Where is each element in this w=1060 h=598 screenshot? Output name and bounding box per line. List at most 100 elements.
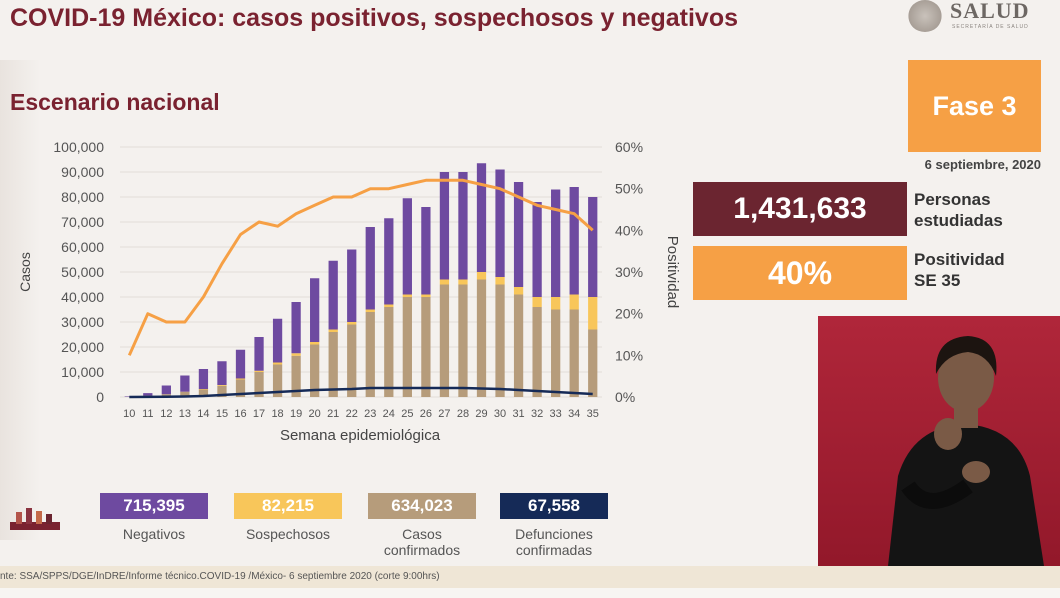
- bar-sospechosos: [254, 370, 264, 372]
- bar-sospechosos: [365, 309, 375, 312]
- bar-casos-confirmados: [254, 372, 264, 397]
- salud-logo: SALUD SECRETARÍA DE SALUD: [906, 0, 1056, 36]
- bar-negativos: [458, 172, 468, 280]
- positivity-label-2: SE 35: [914, 271, 961, 290]
- y2-tick-label: 10%: [615, 347, 643, 363]
- x-tick-label: 28: [457, 408, 469, 420]
- report-date: 6 septiembre, 2020: [924, 157, 1041, 172]
- line-positividad: [127, 178, 594, 356]
- bar-casos-confirmados: [235, 379, 246, 397]
- bar-casos-confirmados: [569, 309, 579, 397]
- y-tick-label: 40,000: [61, 289, 104, 305]
- bar-sospechosos: [402, 294, 412, 297]
- y-tick-label: 0: [96, 389, 104, 405]
- bar-negativos: [365, 227, 375, 310]
- lines: [127, 178, 594, 399]
- y-tick-label: 70,000: [61, 214, 104, 230]
- y-tick-label: 50,000: [61, 264, 104, 280]
- x-tick-label: 11: [142, 408, 153, 420]
- bar-sospechosos: [588, 297, 598, 330]
- source-footer: nte: SSA/SPPS/DGE/InDRE/Informe técnico.…: [0, 566, 1060, 588]
- bar-negativos: [272, 318, 283, 363]
- positivity-value: 40%: [693, 246, 907, 300]
- bar-negativos: [328, 260, 338, 330]
- x-tick-label: 34: [568, 408, 580, 420]
- y-tick-label: 100,000: [53, 139, 104, 155]
- bar-casos-confirmados: [513, 294, 524, 397]
- bar-negativos: [198, 369, 209, 389]
- y-tick-label: 90,000: [61, 164, 104, 180]
- y2-tick-label: 0%: [615, 389, 635, 405]
- bar-negativos: [180, 375, 190, 392]
- legend-label-confirmados-1: Casos: [402, 526, 442, 542]
- seal-icon: [908, 0, 942, 32]
- bar-sospechosos: [384, 304, 394, 307]
- bar-sospechosos: [310, 342, 320, 345]
- x-tick-label: 33: [550, 408, 562, 420]
- legend-label-sospechosos: Sospechosos: [228, 526, 348, 542]
- bar-negativos: [476, 163, 487, 272]
- sign-language-interpreter-video: [818, 316, 1060, 566]
- legend-label-sospechosos-1: Sospechosos: [245, 526, 331, 542]
- bar-negativos: [551, 189, 561, 297]
- bar-casos-confirmados: [272, 364, 283, 397]
- line-defunciones: [129, 386, 593, 399]
- bar-casos-confirmados: [180, 392, 190, 397]
- bar-sospechosos: [569, 294, 579, 310]
- x-tick-label: 20: [309, 408, 321, 420]
- y2-tick-label: 50%: [615, 181, 643, 197]
- x-tick-label: 15: [216, 408, 228, 420]
- bar-casos-confirmados: [217, 385, 227, 397]
- bar-casos-confirmados: [495, 284, 505, 397]
- bar-negativos: [347, 249, 357, 322]
- bar-casos-confirmados: [421, 297, 431, 397]
- positivity-label: Positividad SE 35: [914, 249, 1005, 291]
- bar-sospechosos: [328, 329, 338, 332]
- x-tick-label: 27: [438, 408, 450, 420]
- x-tick-label: 25: [401, 408, 413, 420]
- legend-label-defunciones-1: Defunciones: [515, 526, 593, 542]
- bar-negativos: [402, 198, 412, 295]
- bar-casos-confirmados: [551, 309, 561, 397]
- bar-negativos: [495, 169, 505, 277]
- bar-sospechosos: [217, 385, 227, 386]
- y-axis-ticks: 0 10,000 20,000 30,000 40,000 50,000 60,000 70,…: [53, 139, 104, 405]
- bar-negativos: [384, 218, 394, 305]
- y-tick-label: 30,000: [61, 314, 104, 330]
- bar-sospechosos: [291, 353, 301, 356]
- bar-negativos: [254, 337, 264, 371]
- bar-negativos: [421, 207, 431, 295]
- bar-negativos: [310, 278, 320, 342]
- bar-sospechosos: [272, 362, 283, 365]
- background-pattern: [0, 60, 40, 540]
- bar-casos-confirmados: [347, 324, 357, 397]
- legend-value-negativos: 715,395: [100, 493, 208, 519]
- y-tick-label: 20,000: [61, 339, 104, 355]
- bar-casos-confirmados: [198, 389, 209, 397]
- legend-label-confirmados: Casos confirmados: [362, 526, 482, 558]
- bar-sospechosos: [198, 389, 209, 390]
- legend-value-defunciones: 67,558: [500, 493, 608, 519]
- bar-sospechosos: [513, 287, 524, 295]
- x-tick-label: 19: [290, 408, 302, 420]
- page-title: COVID-19 México: casos positivos, sospec…: [10, 4, 739, 32]
- people-studied-value: 1,431,633: [693, 182, 907, 236]
- x-tick-label: 26: [420, 408, 432, 420]
- bar-sospechosos: [476, 272, 487, 280]
- x-tick-label: 29: [475, 408, 487, 420]
- x-tick-label: 16: [234, 408, 246, 420]
- x-tick-label: 35: [587, 408, 599, 420]
- bar-casos-confirmados: [291, 355, 301, 397]
- y2-axis-label: Positividad: [664, 236, 680, 309]
- bar-negativos: [569, 187, 579, 295]
- bar-casos-confirmados: [476, 279, 487, 397]
- bar-casos-confirmados: [439, 284, 450, 397]
- x-tick-label: 31: [512, 408, 524, 420]
- bar-negativos: [291, 302, 301, 354]
- bar-negativos: [439, 172, 450, 280]
- bar-sospechosos: [439, 279, 450, 285]
- gridlines: [120, 146, 602, 398]
- bar-negativos: [513, 182, 524, 287]
- bar-sospechosos: [421, 294, 431, 297]
- x-tick-label: 23: [364, 408, 376, 420]
